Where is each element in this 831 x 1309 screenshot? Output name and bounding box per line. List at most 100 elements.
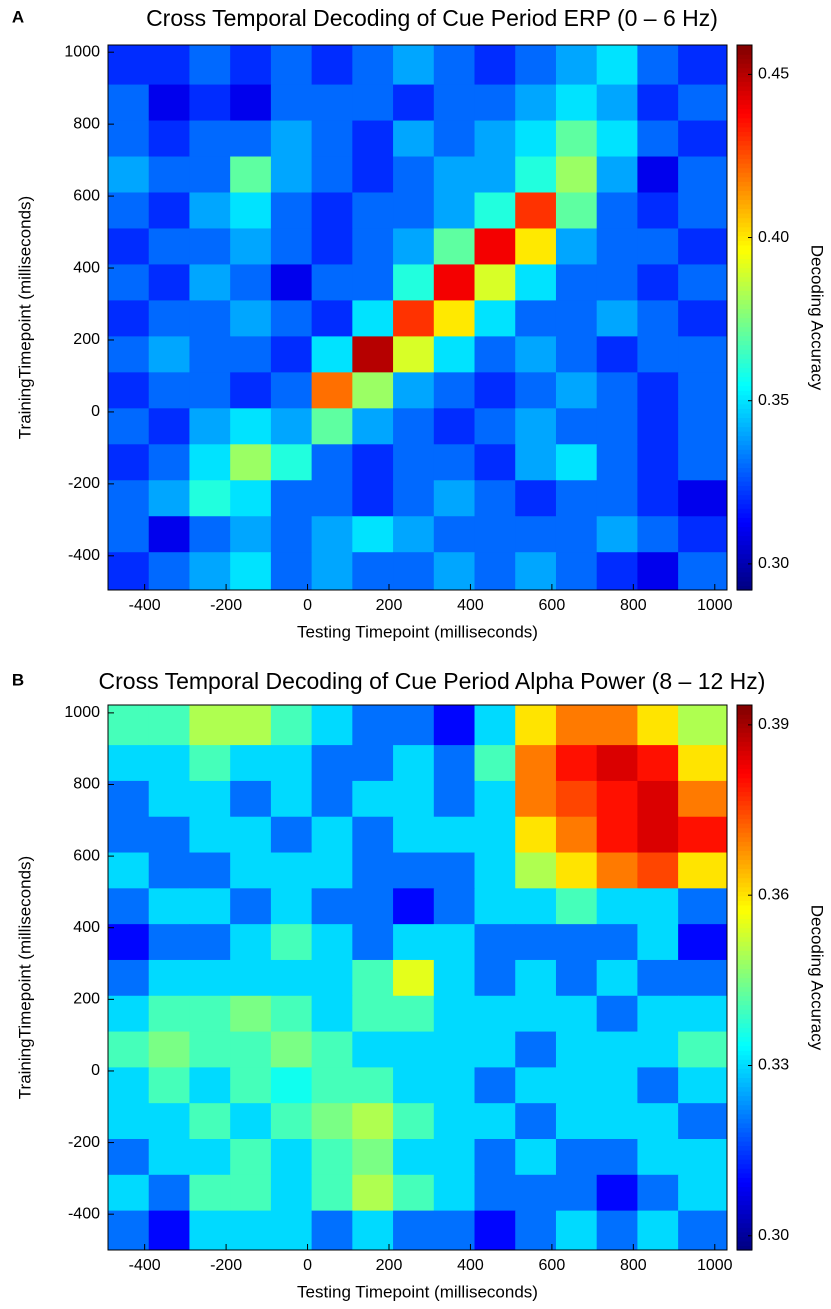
- heatmap-cell: [393, 45, 435, 86]
- colorbar-step: [737, 45, 752, 51]
- colorbar-step: [737, 567, 752, 573]
- colorbar-step: [737, 449, 752, 455]
- heatmap-cell: [352, 156, 394, 193]
- x-tick-label: 200: [376, 1257, 403, 1274]
- colorbar-step: [737, 399, 752, 405]
- colorbar-step: [737, 435, 752, 441]
- colorbar-step: [737, 818, 752, 824]
- colorbar-step: [737, 122, 752, 128]
- heatmap-cell: [230, 995, 272, 1033]
- heatmap-cell: [230, 745, 272, 782]
- heatmap-cell: [311, 1138, 353, 1176]
- colorbar-step: [737, 508, 752, 514]
- heatmap-cell: [637, 888, 679, 925]
- colorbar-step: [737, 918, 752, 924]
- heatmap-cell: [108, 480, 150, 517]
- heatmap-cell: [148, 84, 190, 122]
- colorbar-step: [737, 194, 752, 201]
- colorbar-step: [737, 181, 752, 187]
- colorbar-title: Decoding Accuracy: [808, 245, 827, 391]
- colorbar-step: [737, 340, 752, 346]
- heatmap-cell: [474, 444, 516, 481]
- heatmap-cell: [678, 780, 728, 818]
- heatmap-cell: [474, 372, 516, 409]
- colorbar-step: [737, 909, 752, 915]
- heatmap-cell: [515, 264, 557, 301]
- colorbar-step: [737, 503, 752, 509]
- colorbar-step: [737, 754, 752, 761]
- heatmap-cell: [515, 84, 557, 122]
- heatmap-cell: [596, 516, 638, 553]
- colorbar-step: [737, 421, 752, 428]
- heatmap-cell: [433, 705, 476, 746]
- colorbar-step: [737, 1041, 752, 1047]
- heatmap-cell: [108, 816, 150, 854]
- heatmap-cell: [270, 120, 313, 158]
- colorbar-step: [737, 709, 752, 715]
- heatmap-cell: [433, 1174, 476, 1212]
- heatmap-cell: [596, 1031, 638, 1068]
- heatmap-cell: [352, 444, 394, 481]
- heatmap-cell: [270, 228, 313, 265]
- colorbar-step: [737, 176, 752, 182]
- colorbar-step: [737, 850, 752, 856]
- heatmap-cell: [108, 300, 150, 337]
- colorbar-step: [737, 417, 752, 423]
- heatmap-cell: [555, 1031, 598, 1068]
- heatmap-cell: [393, 959, 435, 997]
- heatmap-cell: [555, 336, 598, 373]
- colorbar-step: [737, 467, 752, 473]
- heatmap-cell: [148, 1210, 190, 1251]
- heatmap-cell: [596, 924, 638, 961]
- heatmap-cell: [270, 780, 313, 818]
- colorbar-step: [737, 750, 752, 756]
- heatmap-cell: [352, 300, 394, 337]
- heatmap-cell: [637, 480, 679, 517]
- colorbar-step: [737, 705, 752, 711]
- colorbar-tick-label: 0.35: [758, 392, 789, 409]
- colorbar-step: [737, 240, 752, 246]
- heatmap-cell: [393, 780, 435, 818]
- heatmap-cell: [678, 1138, 728, 1176]
- heatmap-cell: [189, 1067, 231, 1104]
- heatmap-cell: [108, 1210, 150, 1251]
- heatmap-cell: [474, 300, 516, 337]
- colorbar-step: [737, 54, 752, 60]
- heatmap-cell: [270, 1031, 313, 1068]
- heatmap-cell: [596, 444, 638, 481]
- heatmap-cell: [555, 372, 598, 409]
- heatmap-cell: [230, 408, 272, 445]
- colorbar-step: [737, 135, 752, 141]
- heatmap-cell: [230, 816, 272, 854]
- heatmap-cell: [515, 1210, 557, 1251]
- colorbar-step: [737, 408, 752, 414]
- heatmap-cell: [678, 156, 728, 193]
- colorbar-step: [737, 1236, 752, 1242]
- heatmap-cell: [108, 552, 150, 591]
- colorbar-step: [737, 163, 752, 169]
- heatmap-cell: [148, 156, 190, 193]
- heatmap-cell: [678, 995, 728, 1033]
- heatmap-cell: [270, 264, 313, 301]
- heatmap-cell: [311, 995, 353, 1033]
- heatmap-cell: [108, 156, 150, 193]
- heatmap-cell: [230, 1138, 272, 1176]
- colorbar-step: [737, 517, 752, 523]
- heatmap-cell: [474, 705, 516, 746]
- y-tick-label: 600: [73, 187, 100, 204]
- heatmap-cell: [148, 45, 190, 86]
- colorbar-step: [737, 1145, 752, 1151]
- heatmap-cell: [311, 745, 353, 782]
- heatmap-cell: [393, 552, 435, 591]
- colorbar-step: [737, 185, 752, 191]
- colorbar-step: [737, 290, 752, 296]
- heatmap-cell: [270, 705, 313, 746]
- colorbar-step: [737, 526, 752, 532]
- heatmap-cell: [637, 1138, 679, 1176]
- heatmap-cell: [637, 705, 679, 746]
- heatmap-cell: [515, 516, 557, 553]
- colorbar-step: [737, 832, 752, 838]
- heatmap-cell: [189, 959, 231, 997]
- heatmap-cell: [555, 888, 598, 925]
- heatmap-cell: [678, 408, 728, 445]
